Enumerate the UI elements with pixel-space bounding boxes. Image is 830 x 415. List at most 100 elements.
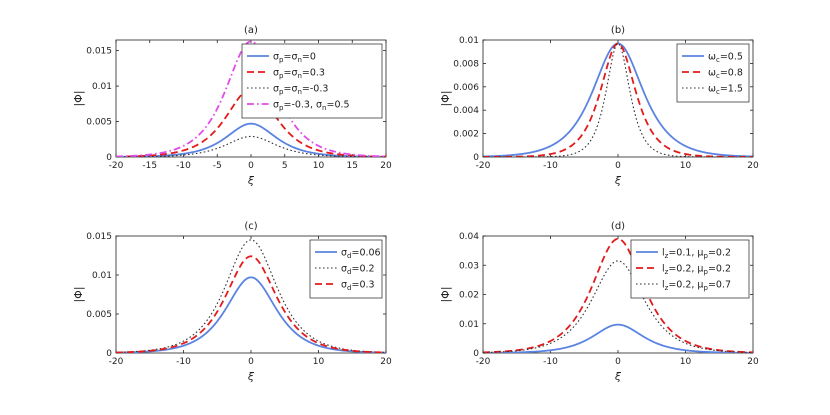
legend-label-subscript: n — [322, 104, 326, 112]
y-tick-label: 0.015 — [86, 47, 112, 57]
series-line-2 — [483, 238, 753, 353]
legend-label-part: σ — [273, 84, 279, 95]
legend-label-part: =0 — [302, 52, 316, 63]
legend-label: lz=0.2, μp=0.7 — [662, 280, 731, 293]
legend-label-part: ω — [708, 84, 716, 95]
y-tick-label: 0.015 — [86, 232, 112, 242]
x-tick-label: 0 — [248, 161, 254, 171]
y-tick-label: 0.005 — [86, 310, 112, 320]
legend-box — [676, 43, 750, 103]
y-tick-label: 0.02 — [459, 291, 479, 301]
y-tick-label: 0.01 — [459, 320, 479, 330]
series-line-2 — [116, 88, 386, 157]
y-axis-label: |Φ| — [439, 286, 452, 302]
legend-label: ωc=0.5 — [708, 52, 743, 65]
series-line-1 — [483, 323, 753, 353]
x-tick-label: 15 — [347, 161, 358, 171]
y-tick-label: 0 — [473, 153, 479, 163]
y-tick-label: 0.008 — [453, 59, 479, 69]
legend-label-part: l — [662, 248, 665, 259]
chart-panel-2: (b) -20 -10 0 10 20 0 0.002 0.004 0.006 0.008 0.01 ξ… — [439, 25, 759, 187]
x-tick-label: 20 — [747, 357, 759, 367]
x-axis-label: ξ — [247, 174, 255, 187]
legend-label-subscript: n — [297, 56, 301, 64]
legend-label-part: =0.2, μ — [668, 280, 703, 291]
legend-label: σp=σn=0 — [273, 52, 316, 65]
x-tick-label: -10 — [543, 357, 558, 367]
legend-label-subscript: c — [716, 72, 720, 80]
y-tick-label: 0.006 — [453, 83, 479, 93]
legend-label: lz=0.1, μp=0.2 — [662, 248, 731, 261]
legend-label-part: σ — [341, 280, 347, 291]
legend-label-part: =-0.3 — [302, 84, 329, 95]
legend-label-subscript: z — [665, 284, 669, 292]
y-tick-label: 0 — [106, 153, 112, 163]
legend: ωc=0.5ωc=0.8ωc=1.5 — [676, 43, 750, 103]
legend-label-part: ω — [708, 68, 716, 79]
y-tick-label: 0.01 — [459, 36, 479, 46]
legend-label-part: =0.06 — [351, 248, 380, 259]
x-axis-label: ξ — [614, 370, 622, 383]
legend-label-subscript: n — [297, 88, 301, 96]
legend-label-subscript: z — [665, 252, 669, 260]
legend-label: σd=0.2 — [341, 264, 375, 277]
y-tick-label: 0 — [106, 349, 112, 359]
y-tick-label: 0.03 — [459, 261, 479, 271]
legend-label-part: =0.3 — [302, 68, 325, 79]
legend-label-part: =0.5 — [720, 52, 743, 63]
legend-label-subscript: d — [347, 252, 351, 260]
y-tick-label: 0.01 — [92, 82, 112, 92]
legend-label: σp=σn=-0.3 — [273, 84, 328, 97]
y-axis-label: |Φ| — [72, 286, 85, 302]
y-tick-label: 0 — [473, 349, 479, 359]
x-tick-label: -20 — [109, 357, 124, 367]
legend-label-part: l — [662, 280, 665, 291]
legend-label-subscript: c — [716, 88, 720, 96]
legend-label: σd=0.3 — [341, 280, 375, 293]
y-axis-label: |Φ| — [72, 90, 85, 106]
x-tick-label: -10 — [176, 161, 191, 171]
x-tick-label: 0 — [248, 357, 254, 367]
legend-label-part: =0.2, μ — [668, 264, 703, 275]
x-tick-label: 5 — [282, 161, 288, 171]
legend-label-part: σ — [273, 52, 279, 63]
x-axis-label: ξ — [247, 370, 255, 383]
x-tick-label: -20 — [476, 357, 491, 367]
legend-label-part: σ — [341, 264, 347, 275]
legend-label-part: σ — [341, 248, 347, 259]
x-tick-label: 20 — [380, 357, 392, 367]
legend-label: ωc=1.5 — [708, 84, 743, 97]
x-tick-label: 0 — [615, 161, 621, 171]
series-line-2 — [483, 42, 753, 157]
legend-label-subscript: p — [279, 56, 284, 64]
y-tick-label: 0.04 — [459, 232, 479, 242]
legend-label-subscript: p — [703, 252, 708, 260]
legend-label-part: σ — [273, 68, 279, 79]
legend-box — [309, 239, 383, 299]
legend-label: lz=0.2, μp=0.2 — [662, 264, 731, 277]
x-tick-label: 0 — [615, 357, 621, 367]
x-tick-label: -20 — [109, 161, 124, 171]
legend-label-part: =0.5 — [326, 100, 349, 111]
y-tick-label: 0.004 — [453, 106, 479, 116]
chart-panel-4: (d)-20 -10 0 10 2000.010.020.030.04ξ|Φ|lz=0.… — [439, 221, 759, 383]
x-tick-label: 20 — [380, 161, 392, 171]
y-axis-label: |Φ| — [439, 90, 452, 106]
legend-label-part: =σ — [283, 84, 297, 95]
legend-label-part: =σ — [283, 52, 297, 63]
legend-label-subscript: d — [347, 284, 351, 292]
legend-label-part: =0.8 — [720, 68, 743, 79]
chart-title: (b) — [611, 25, 625, 36]
series-line-3 — [116, 135, 386, 157]
x-tick-label: -10 — [176, 357, 191, 367]
legend-label-subscript: p — [703, 268, 708, 276]
legend-label-part: =0.2 — [708, 248, 731, 259]
series-line-3 — [116, 255, 386, 353]
legend-label: σp=σn=0.3 — [273, 68, 325, 81]
y-tick-label: 0.005 — [86, 118, 112, 128]
x-tick-label: -15 — [142, 161, 157, 171]
legend-label-part: =1.5 — [720, 84, 743, 95]
x-tick-label: 10 — [680, 161, 692, 171]
